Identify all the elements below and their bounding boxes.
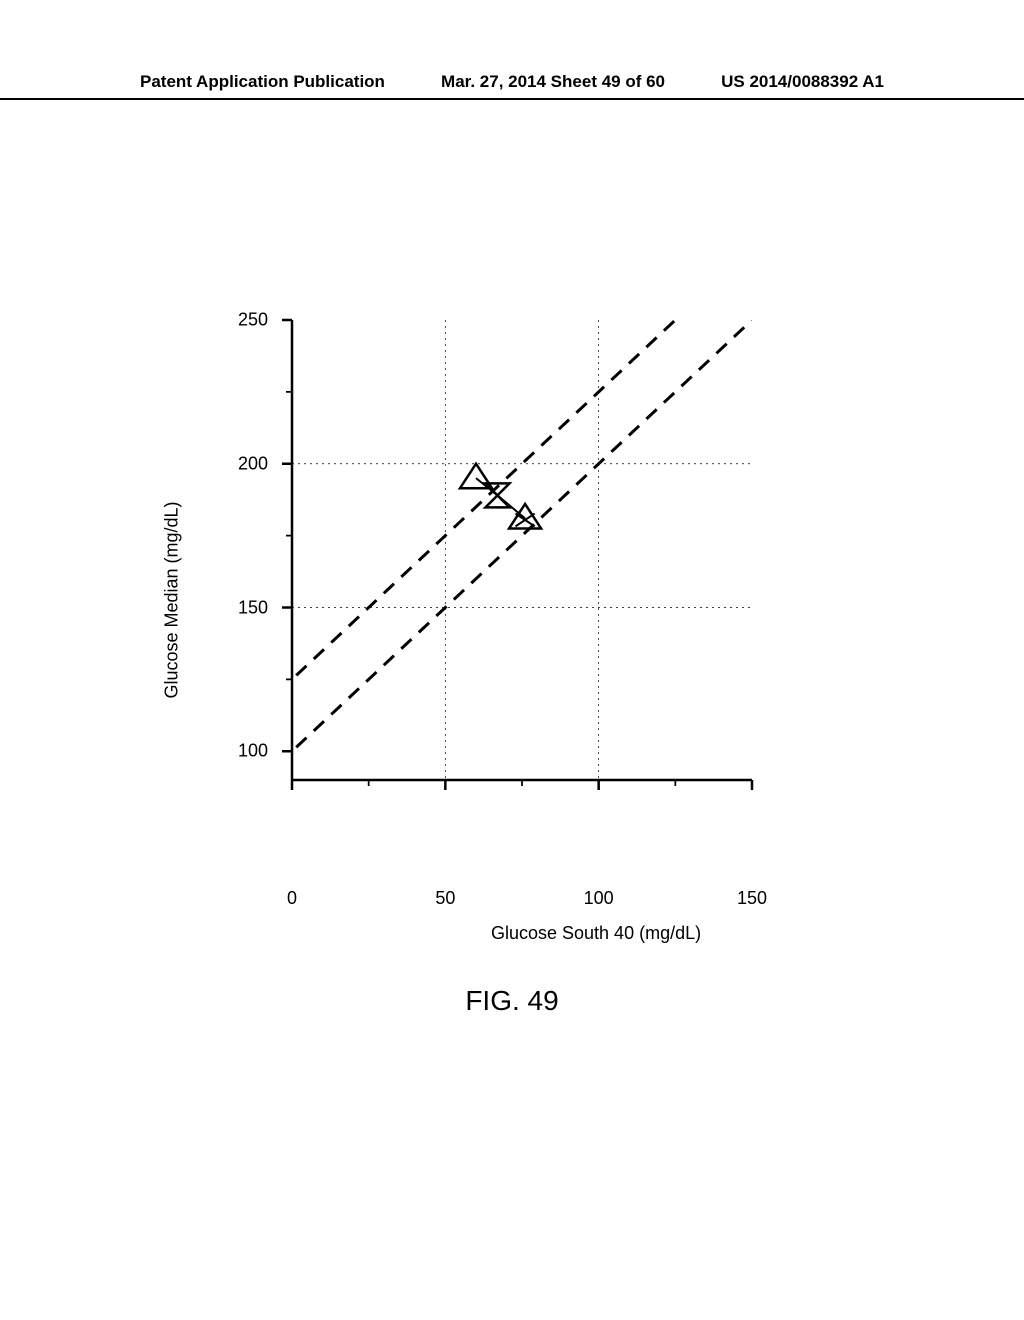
- x-tick: 50: [435, 880, 455, 909]
- y-tick: 250: [238, 310, 278, 331]
- x-axis-label: Glucose South 40 (mg/dL): [491, 923, 701, 944]
- chart-svg: [292, 320, 752, 780]
- figure-caption: FIG. 49: [465, 985, 558, 1017]
- header-center: Mar. 27, 2014 Sheet 49 of 60: [441, 72, 665, 92]
- y-axis-label: Glucose Median (mg/dL): [162, 501, 183, 698]
- x-tick: 150: [737, 880, 767, 909]
- y-tick: 100: [238, 741, 278, 762]
- x-tick: 100: [584, 880, 614, 909]
- y-tick: 150: [238, 597, 278, 618]
- header-right: US 2014/0088392 A1: [721, 72, 884, 92]
- page-header: Patent Application Publication Mar. 27, …: [0, 72, 1024, 100]
- header-left: Patent Application Publication: [140, 72, 385, 92]
- x-tick: 0: [287, 880, 297, 909]
- chart-container: Glucose Median (mg/dL) Glucose South 40 …: [232, 320, 792, 880]
- y-tick: 200: [238, 453, 278, 474]
- patent-page: Patent Application Publication Mar. 27, …: [0, 0, 1024, 1320]
